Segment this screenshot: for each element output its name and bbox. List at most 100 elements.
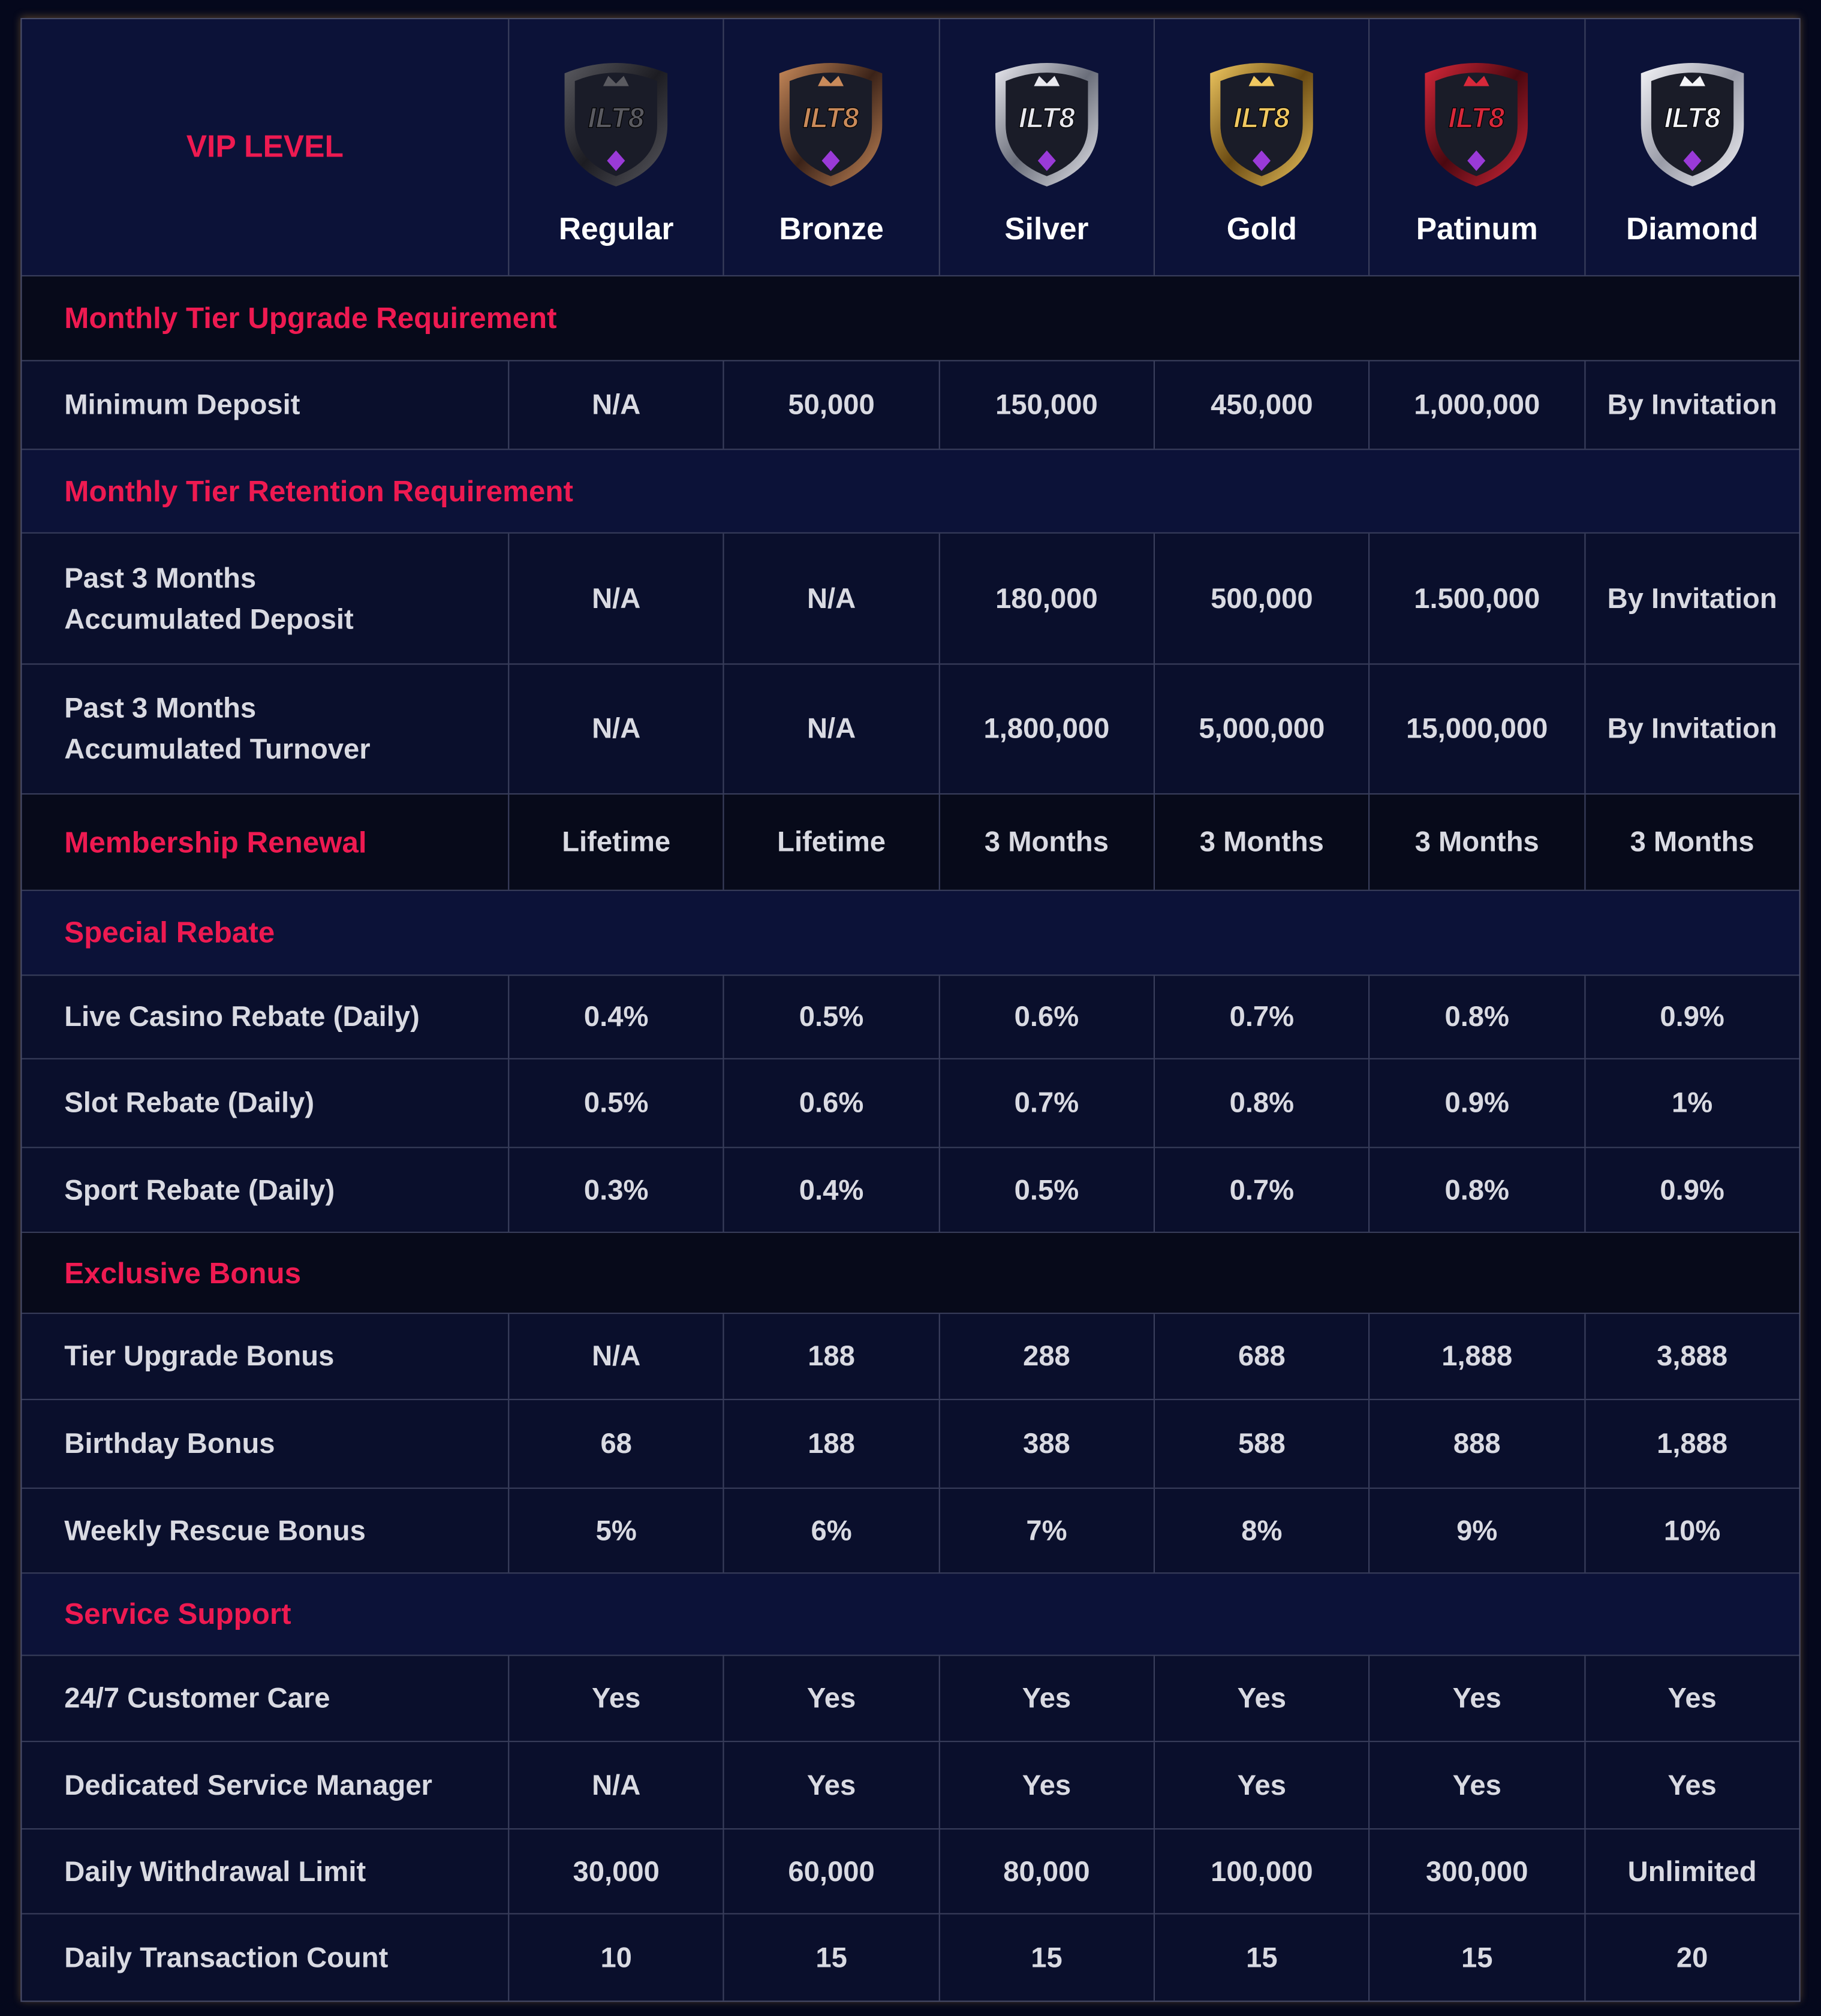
value-cell: 1,888 (1584, 1400, 1799, 1488)
value-cell: 150,000 (938, 361, 1154, 449)
tier-header: ILT8 Diamond (1584, 19, 1799, 275)
value-cell: Yes (938, 1656, 1154, 1741)
tier-header: ILT8 Bronze (723, 19, 938, 275)
value-cell: 10% (1584, 1488, 1799, 1573)
value-cell: 3 Months (1368, 795, 1584, 890)
value-cell: 15 (723, 1914, 938, 2001)
row-label: Birthday Bonus (64, 1427, 275, 1460)
value-cell: Lifetime (723, 795, 938, 890)
value-cell: 100,000 (1153, 1830, 1369, 1913)
row-label: Daily Withdrawal Limit (64, 1854, 366, 1887)
row-label: Sport Rebate (Daily) (64, 1173, 335, 1206)
tier-badge: ILT8 (995, 63, 1098, 186)
badge-logo: ILT8 (588, 101, 645, 133)
value-cell: 0.5% (508, 1059, 723, 1147)
row-label: Dedicated Service Manager (64, 1768, 432, 1801)
value-cell: Yes (938, 1742, 1154, 1828)
tier-header: ILT8 Silver (938, 19, 1154, 275)
value-cell: Yes (1584, 1742, 1799, 1828)
table-row: Past 3 Months Accumulated Turnover N/A N/A… (22, 664, 1799, 795)
row-label: 24/7 Customer Care (64, 1681, 330, 1714)
value-cell: 8% (1153, 1488, 1369, 1573)
section-title: Exclusive Bonus (64, 1255, 302, 1289)
value-cell: Yes (723, 1656, 938, 1741)
tier-header: ILT8 Patinum (1368, 19, 1584, 275)
badge-logo: ILT8 (1234, 101, 1290, 133)
value-cell: 0.3% (508, 1148, 723, 1232)
tier-badge: ILT8 (1210, 63, 1314, 186)
table-row: Monthly Tier Retention Requirement (22, 450, 1799, 534)
value-cell: Lifetime (508, 795, 723, 890)
value-cell: 5,000,000 (1153, 664, 1369, 793)
tier-badge: ILT8 (779, 63, 883, 186)
value-cell: 15,000,000 (1368, 664, 1584, 793)
value-cell: 0.5% (938, 1148, 1154, 1232)
table-row: Past 3 Months Accumulated Deposit N/A N/A 1… (22, 533, 1799, 665)
table-row: Exclusive Bonus (22, 1233, 1799, 1314)
value-cell: 0.5% (723, 976, 938, 1058)
value-cell: Yes (1368, 1742, 1584, 1828)
value-cell: 388 (938, 1400, 1154, 1488)
value-cell: 180,000 (938, 533, 1154, 664)
value-cell: 0.4% (508, 976, 723, 1058)
tier-name: Silver (1004, 212, 1089, 247)
value-cell: 0.4% (723, 1148, 938, 1232)
value-cell: 5% (508, 1488, 723, 1573)
value-cell: 0.9% (1584, 976, 1799, 1058)
row-label: Weekly Rescue Bonus (64, 1513, 366, 1546)
value-cell: 68 (508, 1400, 723, 1488)
value-cell: N/A (508, 533, 723, 664)
value-cell: 3 Months (1584, 795, 1799, 890)
table-row: 24/7 Customer Care Yes Yes Yes Yes Yes Yes (22, 1656, 1799, 1743)
value-cell: 15 (1153, 1914, 1369, 2001)
value-cell: By Invitation (1584, 361, 1799, 449)
value-cell: 288 (938, 1314, 1154, 1399)
value-cell: 0.8% (1153, 1059, 1369, 1147)
value-cell: 0.6% (723, 1059, 938, 1147)
table-row: Sport Rebate (Daily) 0.3% 0.4% 0.5% 0.7% 0.8%… (22, 1148, 1799, 1233)
value-cell: Yes (1153, 1742, 1369, 1828)
value-cell: 1,800,000 (938, 664, 1154, 793)
table-row: Tier Upgrade Bonus N/A 188 288 688 1,888 3,888 (22, 1314, 1799, 1400)
value-cell: 20 (1584, 1914, 1799, 2001)
value-cell: 9% (1368, 1488, 1584, 1573)
value-cell: 1,000,000 (1368, 361, 1584, 449)
section-title: Monthly Tier Retention Requirement (64, 474, 573, 507)
value-cell: N/A (508, 361, 723, 449)
value-cell: N/A (723, 533, 938, 664)
value-cell: 500,000 (1153, 533, 1369, 664)
value-cell: By Invitation (1584, 533, 1799, 664)
tier-badge: ILT8 (1425, 63, 1529, 186)
row-label: Tier Upgrade Bonus (64, 1340, 335, 1372)
row-label: Live Casino Rebate (Daily) (64, 1000, 420, 1033)
value-cell: 60,000 (723, 1830, 938, 1913)
value-cell: Yes (1368, 1656, 1584, 1741)
tier-name: Diamond (1626, 212, 1759, 247)
value-cell: Yes (1153, 1656, 1369, 1741)
value-cell: 7% (938, 1488, 1154, 1573)
value-cell: 1.500,000 (1368, 533, 1584, 664)
value-cell: By Invitation (1584, 664, 1799, 793)
value-cell: 30,000 (508, 1830, 723, 1913)
table-row: Service Support (22, 1573, 1799, 1656)
value-cell: N/A (508, 1314, 723, 1399)
tier-badge: ILT8 (1641, 63, 1744, 186)
value-cell: 0.7% (1153, 976, 1369, 1058)
tier-header: ILT8 Gold (1153, 19, 1369, 275)
vip-level-title: VIP LEVEL (186, 129, 344, 164)
value-cell: 688 (1153, 1314, 1369, 1399)
value-cell: 188 (723, 1314, 938, 1399)
row-label: Daily Transaction Count (64, 1940, 389, 1973)
value-cell: 0.7% (938, 1059, 1154, 1147)
table-row: Dedicated Service Manager N/A Yes Yes Yes Yes… (22, 1742, 1799, 1830)
badge-logo: ILT8 (803, 101, 860, 133)
table-row: Slot Rebate (Daily) 0.5% 0.6% 0.7% 0.8% 0.9% 1… (22, 1059, 1799, 1148)
table-row: Daily Withdrawal Limit 30,000 60,000 80,000… (22, 1830, 1799, 1915)
row-label: Past 3 Months Accumulated Turnover (64, 691, 371, 765)
tier-name: Patinum (1416, 212, 1538, 247)
badge-logo: ILT8 (1449, 101, 1506, 133)
value-cell: 0.9% (1584, 1148, 1799, 1232)
tier-badge: ILT8 (564, 63, 668, 186)
value-cell: 0.9% (1368, 1059, 1584, 1147)
